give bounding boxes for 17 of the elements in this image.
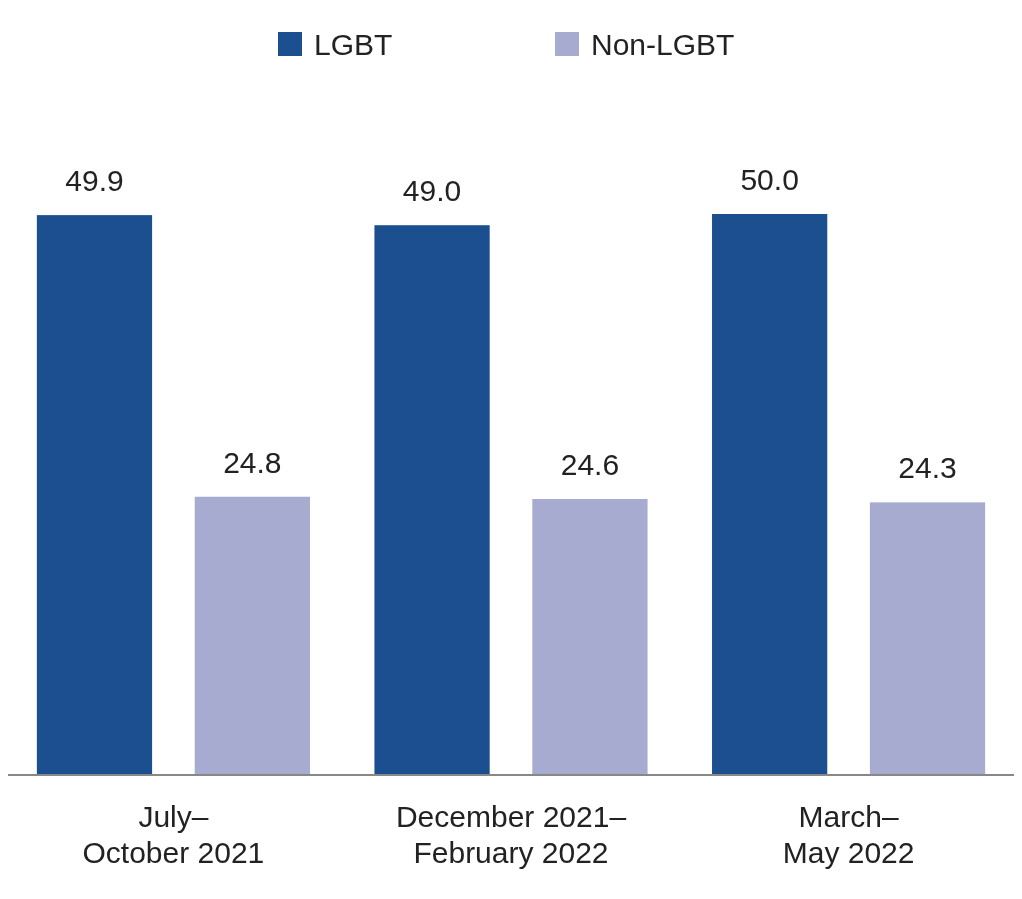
data-label: 49.0 — [402, 174, 462, 208]
bar — [374, 225, 490, 775]
x-tick-label: March–May 2022 — [782, 800, 915, 869]
legend-label: Non-LGBT — [591, 28, 735, 61]
data-label: 24.3 — [898, 451, 957, 485]
bar — [869, 502, 986, 775]
bar — [194, 496, 310, 775]
x-tick-label: July–October 2021 — [82, 800, 265, 869]
bar — [712, 214, 828, 775]
bar — [36, 215, 153, 775]
legend-label: LGBT — [314, 28, 393, 61]
bar — [532, 498, 648, 775]
data-label: 24.8 — [223, 445, 282, 479]
data-label: 24.6 — [560, 447, 620, 481]
data-label: 50.0 — [740, 163, 799, 196]
x-tick-label: December 2021–February 2022 — [395, 800, 627, 869]
data-label: 49.9 — [65, 164, 124, 198]
